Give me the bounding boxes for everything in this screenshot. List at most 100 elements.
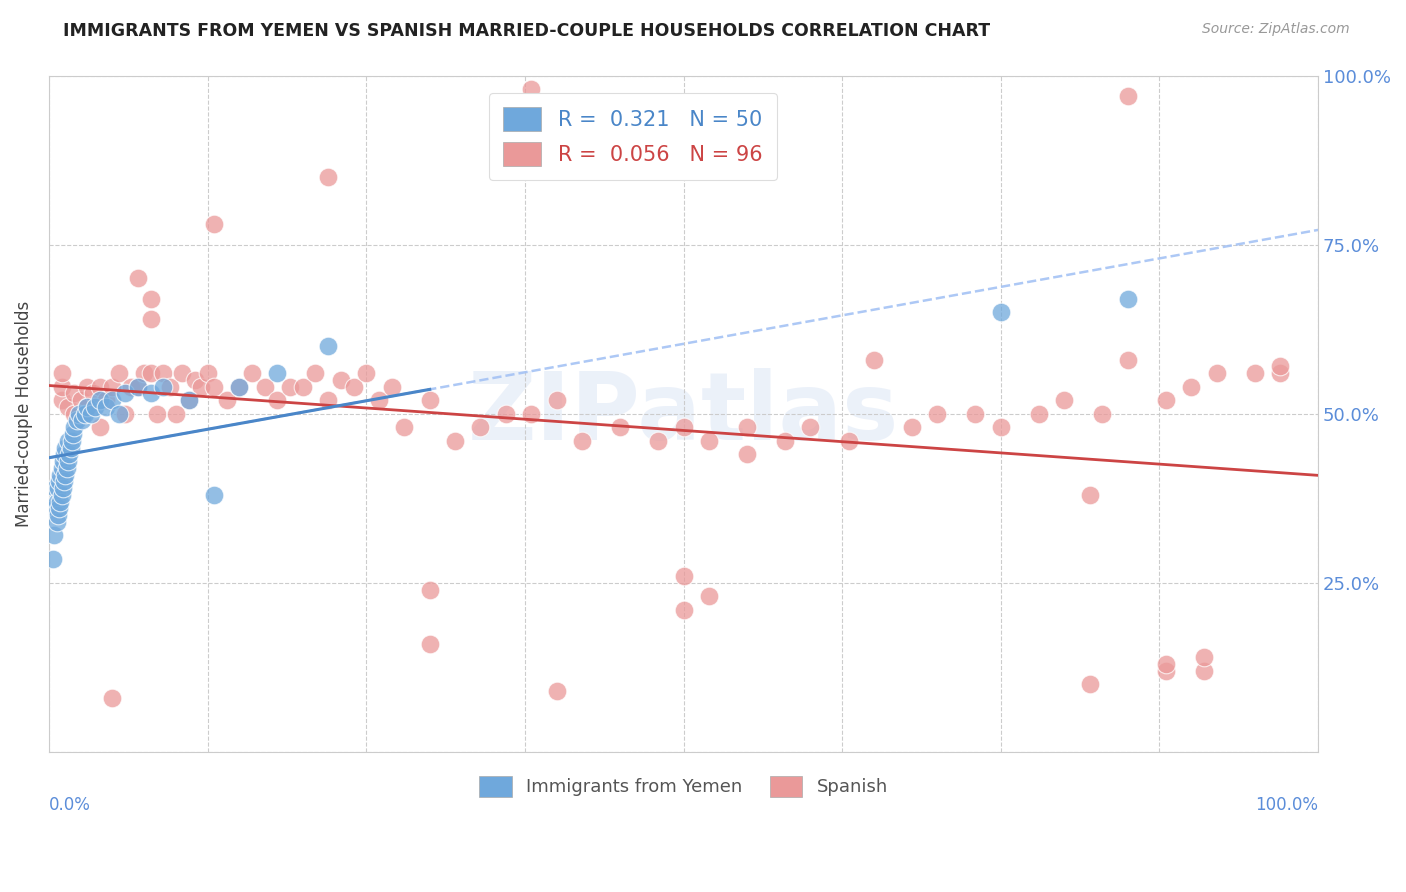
Point — [63, 407, 86, 421]
Point — [419, 582, 441, 597]
Point — [1028, 407, 1050, 421]
Point — [1192, 650, 1215, 665]
Point — [278, 379, 301, 393]
Point — [990, 305, 1012, 319]
Point — [1192, 664, 1215, 678]
Point — [56, 434, 79, 448]
Point — [152, 379, 174, 393]
Point — [89, 379, 111, 393]
Point — [139, 366, 162, 380]
Point — [44, 501, 66, 516]
Point — [67, 407, 90, 421]
Point — [42, 552, 65, 566]
Point — [60, 434, 83, 448]
Point — [228, 379, 250, 393]
Point — [546, 684, 568, 698]
Point — [55, 460, 77, 475]
Point — [152, 366, 174, 380]
Point — [146, 407, 169, 421]
Point — [1078, 488, 1101, 502]
Legend: Immigrants from Yemen, Spanish: Immigrants from Yemen, Spanish — [472, 769, 896, 804]
Point — [94, 393, 117, 408]
Point — [266, 366, 288, 380]
Point — [52, 481, 75, 495]
Point — [107, 407, 129, 421]
Point — [53, 475, 76, 489]
Point — [139, 312, 162, 326]
Point — [1154, 657, 1177, 671]
Point — [121, 379, 143, 393]
Point — [215, 393, 238, 408]
Point — [101, 690, 124, 705]
Point — [49, 494, 72, 508]
Point — [63, 420, 86, 434]
Point — [647, 434, 669, 448]
Point — [73, 407, 96, 421]
Point — [1116, 352, 1139, 367]
Point — [66, 413, 89, 427]
Point — [609, 420, 631, 434]
Point — [114, 386, 136, 401]
Point — [101, 379, 124, 393]
Point — [1154, 664, 1177, 678]
Point — [990, 420, 1012, 434]
Point — [45, 494, 67, 508]
Point — [773, 434, 796, 448]
Point — [672, 603, 695, 617]
Point — [672, 569, 695, 583]
Point — [266, 393, 288, 408]
Point — [291, 379, 314, 393]
Point — [51, 379, 73, 393]
Point — [735, 420, 758, 434]
Point — [114, 407, 136, 421]
Point — [228, 379, 250, 393]
Point — [381, 379, 404, 393]
Point — [1116, 292, 1139, 306]
Point — [48, 475, 70, 489]
Point — [253, 379, 276, 393]
Point — [697, 434, 720, 448]
Point — [470, 420, 492, 434]
Point — [55, 441, 77, 455]
Point — [51, 393, 73, 408]
Point — [202, 379, 225, 393]
Point — [197, 366, 219, 380]
Point — [44, 481, 66, 495]
Point — [316, 393, 339, 408]
Point — [1091, 407, 1114, 421]
Point — [127, 379, 149, 393]
Point — [1180, 379, 1202, 393]
Point — [76, 400, 98, 414]
Point — [94, 400, 117, 414]
Point — [304, 366, 326, 380]
Point — [69, 393, 91, 408]
Point — [965, 407, 987, 421]
Point — [177, 393, 200, 408]
Text: 0.0%: 0.0% — [49, 796, 91, 814]
Point — [80, 407, 103, 421]
Point — [316, 169, 339, 184]
Point — [48, 501, 70, 516]
Point — [546, 393, 568, 408]
Point — [177, 393, 200, 408]
Point — [1053, 393, 1076, 408]
Point — [76, 400, 98, 414]
Text: 100.0%: 100.0% — [1256, 796, 1319, 814]
Point — [127, 271, 149, 285]
Point — [356, 366, 378, 380]
Point — [165, 407, 187, 421]
Point — [1078, 677, 1101, 691]
Point — [107, 366, 129, 380]
Point — [240, 366, 263, 380]
Point — [51, 366, 73, 380]
Text: ZIPatlas: ZIPatlas — [468, 368, 900, 459]
Point — [1268, 366, 1291, 380]
Point — [316, 339, 339, 353]
Point — [419, 637, 441, 651]
Point — [89, 420, 111, 434]
Y-axis label: Married-couple Households: Married-couple Households — [15, 301, 32, 527]
Point — [444, 434, 467, 448]
Point — [59, 441, 82, 455]
Point — [368, 393, 391, 408]
Point — [53, 447, 76, 461]
